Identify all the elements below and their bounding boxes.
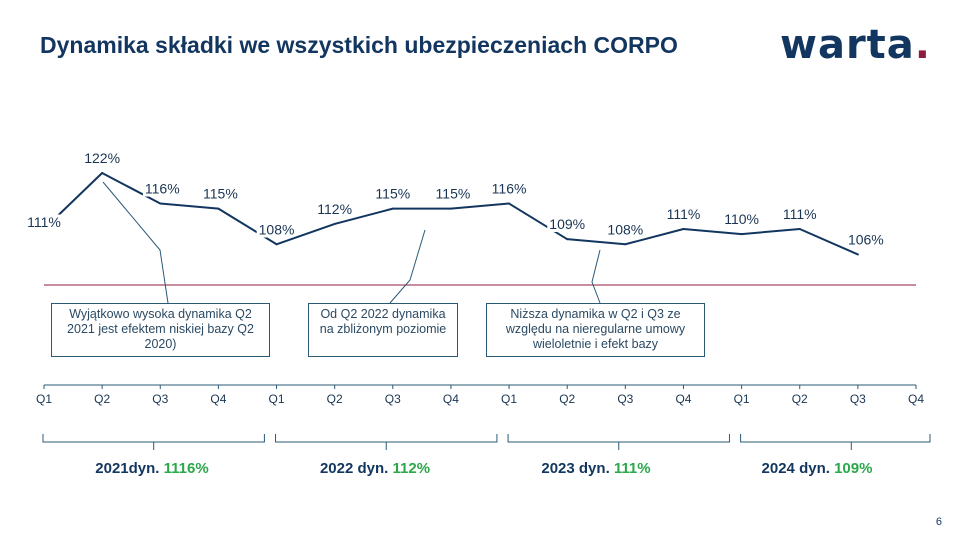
callout-2023: Niższa dynamika w Q2 i Q3 ze względu na …: [486, 303, 705, 357]
callout-2021: Wyjątkowo wysoka dynamika Q2 2021 jest e…: [51, 303, 270, 357]
series-segment: [566, 238, 627, 246]
year-bracket: [275, 434, 498, 450]
data-label: 111%: [27, 214, 61, 230]
data-label: 115%: [375, 186, 410, 202]
series-segment: [449, 202, 511, 210]
data-label: 115%: [203, 186, 238, 202]
x-tick-label: Q2: [327, 392, 343, 406]
year-summary-2023: 2023 dyn. 111%: [516, 460, 676, 477]
series-segment: [275, 222, 336, 246]
x-tick-label: Q2: [792, 392, 808, 406]
data-label: 110%: [724, 211, 759, 227]
callout-2022: Od Q2 2022 dynamika na zbliżonym poziomi…: [308, 303, 458, 357]
series-segment: [43, 172, 104, 230]
year-bracket: [740, 434, 931, 450]
warta-logo: warta.: [780, 22, 931, 68]
callout-leader-line: [389, 229, 426, 304]
series-segment: [508, 202, 569, 241]
series-segment: [159, 202, 220, 210]
x-tick-label: Q1: [734, 392, 750, 406]
x-tick-label: Q1: [269, 392, 285, 406]
data-label: 106%: [848, 231, 884, 247]
callout-leader-line: [591, 249, 601, 304]
data-label: 122%: [84, 150, 120, 166]
page-number: 6: [935, 516, 942, 528]
year-summary-2021: 2021dyn. 1116%: [72, 460, 232, 477]
x-tick-label: Q2: [559, 392, 575, 406]
year-label-text: 2022 dyn.: [319, 460, 389, 477]
year-summary-2022: 2022 dyn. 112%: [295, 460, 455, 477]
year-value: 1116%: [163, 460, 209, 477]
x-tick-label: Q2: [94, 392, 110, 406]
callout-leader-line: [102, 181, 169, 304]
year-summary-2024: 2024 dyn. 109%: [737, 460, 897, 477]
x-tick-label: Q4: [908, 392, 924, 406]
x-tick-label: Q3: [850, 392, 866, 406]
series-segment: [682, 228, 743, 236]
year-value: 112%: [392, 460, 431, 477]
series-segment: [740, 228, 801, 236]
series-segment: [217, 207, 278, 246]
series-segment: [101, 172, 162, 205]
page-title: Dynamika składki we wszystkich ubezpiecz…: [40, 32, 678, 58]
year-label-text: 2021dyn.: [95, 460, 160, 477]
x-tick-label: Q3: [617, 392, 633, 406]
x-tick-label: Q4: [443, 392, 459, 406]
data-label: 115%: [436, 186, 471, 202]
data-label: 108%: [259, 221, 295, 237]
x-tick-label: Q1: [36, 392, 52, 406]
x-tick-label: Q3: [385, 392, 401, 406]
x-tick-label: Q4: [675, 392, 691, 406]
year-label-text: 2024 dyn.: [761, 460, 830, 477]
year-value: 109%: [834, 460, 873, 477]
data-label: 108%: [607, 221, 643, 237]
year-value: 111%: [613, 460, 651, 477]
x-tick-label: Q1: [501, 392, 517, 406]
series-segment: [798, 228, 859, 256]
series-segment: [624, 228, 685, 246]
data-label: 112%: [317, 201, 352, 217]
year-label-text: 2023 dyn.: [541, 460, 610, 477]
logo-dot: .: [914, 22, 931, 68]
x-tick-label: Q4: [210, 392, 226, 406]
data-label: 116%: [145, 181, 180, 197]
data-label: 109%: [549, 216, 585, 232]
x-tick-label: Q3: [152, 392, 168, 406]
logo-text: warta: [780, 22, 915, 68]
series-segment: [333, 207, 394, 225]
year-bracket: [42, 434, 265, 450]
data-label: 111%: [783, 206, 817, 222]
year-bracket: [507, 434, 730, 450]
data-label: 111%: [667, 206, 701, 222]
data-label: 116%: [492, 181, 527, 197]
